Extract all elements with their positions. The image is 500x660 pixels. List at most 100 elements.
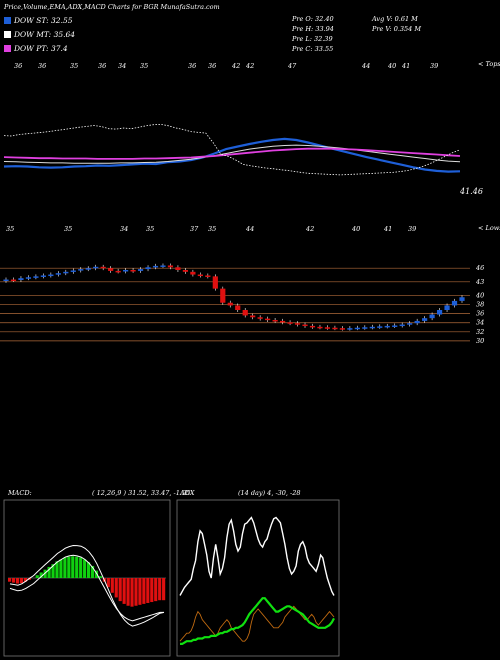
candle-body [407,323,413,325]
macd-histogram-bar [154,578,158,602]
low-tick-label: 34 [120,225,128,233]
top-tick-label: 36 [98,62,106,70]
candle-body [145,267,151,270]
legend-label-st: DOW ST: 32.55 [14,16,73,25]
candle-body [302,324,308,327]
adx-values: (14 day) 4, -30, -28 [238,489,301,497]
top-tick-label: 35 [140,62,148,70]
price-level-label: 34 [476,319,484,327]
low-tick-label: 40 [351,225,360,233]
candle-body [339,328,345,330]
macd-histogram-bar [55,561,59,578]
low-tick-label: 37 [190,225,199,233]
adx-minus-di-line [179,605,335,642]
candle-body [152,265,159,268]
candle-body [85,268,91,270]
macd-histogram-bar [51,564,55,578]
top-tick-label: 36 [188,62,196,70]
price-level-label: 30 [476,337,484,345]
macd-histogram-bar [63,557,67,578]
adx-label: ADX [179,489,195,497]
macd-histogram-bar [162,578,166,601]
candle-body [332,327,338,330]
low-tick-label: 35 [208,225,216,233]
top-tick-label: 40 [387,62,396,70]
candle-body [100,266,106,269]
candle-body [55,273,61,275]
macd-histogram-bar [114,578,118,598]
legend-swatch-st [4,17,11,24]
top-tick-label: 41 [401,62,410,70]
candle-body [444,305,450,310]
macd-histogram-bar [146,578,150,603]
macd-panel [3,499,171,657]
macd-histogram-bar [71,556,75,578]
candle-body [272,320,278,322]
legend-label-mt: DOW MT: 35.64 [14,30,76,39]
adx-frame [176,499,340,657]
candle-body [347,328,353,330]
candle-body [175,267,181,270]
top-tick-label: 47 [287,62,297,70]
legend-dow-mt: DOW MT: 35.64 [4,30,75,39]
candle-body [63,271,69,274]
candle-body [78,269,84,271]
macd-histogram-bar [134,578,138,606]
macd-histogram-bar [15,578,20,584]
candle-body [115,270,121,273]
candle-body [399,324,405,327]
low-tick-label: 41 [383,225,392,233]
top-tick-label: 42 [245,62,254,70]
candle-body [123,270,129,272]
macd-histogram-bar [130,578,134,607]
candle-body [257,317,263,319]
price-level-label: 38 [476,301,484,309]
adx-line [180,597,335,646]
macd-line [9,544,165,627]
candle-body [265,318,271,321]
macd-histogram-bar [23,578,27,582]
macd-histogram-bar [118,578,122,602]
adx-plus-di-line [179,516,335,596]
macd-histogram-bar [90,565,95,578]
candle-body [392,325,398,327]
macd-label: MACD: [7,489,32,497]
candle-body [227,302,233,306]
price-level-label: 32 [476,328,484,336]
candle-body [324,327,331,329]
candle-body [205,275,211,277]
macd-values: ( 12,26,9 ) 31.52, 33.47, -1.95 [92,489,190,497]
price-level-label: 36 [476,310,484,318]
low-tick-label: 35 [6,225,14,233]
macd-histogram-bar [94,570,99,578]
candle-body [25,277,32,279]
pre-open: Pre O: 32.40 [292,15,334,23]
macd-histogram-bar [87,562,91,578]
macd-histogram-bar [150,578,154,603]
candle-body [250,315,256,318]
top-tick-label: 36 [14,62,22,70]
legend-dow-st: DOW ST: 32.55 [4,16,73,25]
macd-histogram-bar [11,578,16,583]
candle-body [160,265,166,267]
candle-body [70,270,76,272]
macd-histogram-bar [158,578,162,601]
candle-body [212,276,218,289]
macd-histogram-bar [126,578,130,606]
top-tick-label: 34 [118,62,126,70]
macd-histogram-bar [138,578,142,605]
candle-body [18,278,24,280]
candle-body [33,276,39,278]
macd-histogram-bar [8,578,12,582]
low-tick-label: 35 [64,225,72,233]
top-tick-label: 39 [430,62,438,70]
candle-body [242,310,248,316]
macd-histogram-bar [98,576,103,578]
ema-long-line [3,147,461,160]
candle-body [369,326,375,329]
candle-body [130,270,136,272]
top-tick-label: 36 [38,62,46,70]
candle-body [137,269,144,271]
